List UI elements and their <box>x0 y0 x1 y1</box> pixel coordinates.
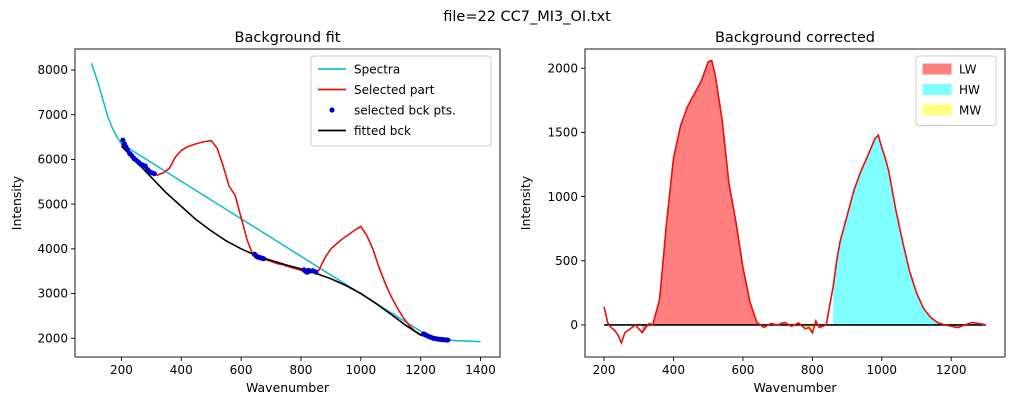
legend-label: selected bck pts. <box>354 103 456 117</box>
x-tick-label: 200 <box>593 363 616 377</box>
area-fill-lw <box>642 60 757 333</box>
x-axis-label: Wavenumber <box>246 380 330 395</box>
legend-swatch <box>922 84 952 95</box>
x-tick-label: 400 <box>662 363 685 377</box>
y-tick-label: 3000 <box>37 287 68 301</box>
selected-part-line <box>120 139 451 342</box>
y-axis-label: Intensity <box>9 175 24 230</box>
y-tick-label: 7000 <box>37 108 68 122</box>
legend-box <box>310 55 492 147</box>
fitted-bck-line <box>120 145 451 341</box>
y-tick-label: 1000 <box>547 190 578 204</box>
y-tick-label: 500 <box>555 254 578 268</box>
x-tick-label: 200 <box>110 363 133 377</box>
bck-point-marker <box>124 147 130 153</box>
panel-title: Background fit <box>235 30 341 46</box>
x-tick-label: 1400 <box>465 363 496 377</box>
y-tick-label: 8000 <box>37 63 68 77</box>
y-tick-label: 1500 <box>547 126 578 140</box>
panel-title: Background corrected <box>715 30 875 46</box>
x-tick-label: 400 <box>170 363 193 377</box>
bck-point-marker <box>313 269 319 275</box>
legend-swatch <box>922 104 952 116</box>
legend-label: Selected part <box>354 83 435 97</box>
y-tick-label: 2000 <box>37 331 68 345</box>
legend-swatch <box>922 63 952 75</box>
plot-area <box>603 59 987 346</box>
background-corrected-panel: Background corrected 200 400 600 800 1000 1200… <box>518 30 1006 395</box>
x-tick-label: 1200 <box>405 363 436 377</box>
axes-frame <box>584 48 1006 358</box>
x-axis-label: Wavenumber <box>753 380 837 395</box>
x-tick-label: 800 <box>290 363 313 377</box>
x-tick-label: 600 <box>230 363 253 377</box>
plot-area <box>90 63 481 343</box>
y-axis-label: Intensity <box>518 175 533 230</box>
y-tick-label: 2000 <box>547 61 578 75</box>
y-tick-label: 6000 <box>37 153 68 167</box>
x-tick-label: 600 <box>731 363 754 377</box>
y-tick-label: 0 <box>570 318 578 332</box>
y-tick-label: 4000 <box>37 242 68 256</box>
x-tick-label: 1000 <box>346 363 377 377</box>
x-tick-label: 800 <box>801 363 824 377</box>
axes-frame <box>74 48 501 358</box>
legend-marker <box>329 107 335 113</box>
x-tick-label: 1200 <box>936 363 967 377</box>
bck-point-marker <box>151 171 157 177</box>
legend-label: Spectra <box>354 62 400 76</box>
legend-label: MW <box>959 103 981 117</box>
bck-point-marker <box>445 337 451 343</box>
x-tick-label: 1000 <box>867 363 898 377</box>
corrected-spectrum-line <box>603 59 987 346</box>
background-fit-panel: Background fit 200 400 600 800 1000 1200 1400 20… <box>9 30 501 395</box>
legend-label: HW <box>959 83 980 97</box>
figure-title: file=22 CC7_MI3_OI.txt <box>443 9 611 25</box>
area-fill-hw <box>833 135 962 328</box>
bck-point-marker <box>261 256 267 262</box>
y-tick-label: 5000 <box>37 197 68 211</box>
legend-label: fitted bck <box>354 124 411 138</box>
legend-label: LW <box>959 62 977 76</box>
